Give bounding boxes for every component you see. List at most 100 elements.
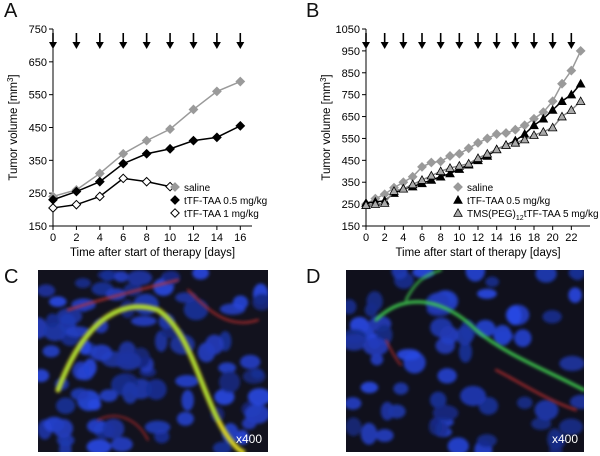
data-point (94, 191, 105, 202)
data-point (445, 151, 455, 161)
data-point (426, 157, 437, 168)
data-point (463, 158, 474, 168)
treatment-arrow (418, 33, 426, 49)
data-point (165, 143, 175, 154)
micrograph-d: x400 (346, 270, 584, 452)
data-point (94, 176, 105, 187)
data-point (510, 137, 521, 147)
x-tick-label: 18 (528, 232, 540, 244)
y-tick-label: 750 (342, 90, 360, 102)
treatment-arrow (49, 33, 57, 49)
y-tick-label: 250 (342, 199, 360, 211)
data-point (71, 199, 82, 210)
treatment-arrow (166, 33, 175, 49)
data-point (482, 148, 493, 158)
data-point (575, 78, 586, 88)
data-point (118, 148, 129, 159)
y-tick-label: 650 (342, 112, 360, 124)
data-point (141, 176, 152, 187)
legend-marker (170, 208, 180, 218)
x-axis-label: Time after start of therapy [days] (70, 247, 235, 259)
data-point (118, 173, 129, 184)
x-tick-label: 12 (187, 232, 199, 244)
data-point (417, 175, 427, 184)
data-point (389, 185, 399, 195)
data-point (463, 143, 474, 154)
treatment-arrow (399, 33, 408, 49)
x-tick-label: 4 (400, 232, 406, 244)
y-tick-label: 450 (342, 155, 360, 167)
y-tick-label: 1050 (336, 24, 360, 36)
legend-label: tTF-TAA 0.5 mg/kg (184, 196, 267, 207)
treatment-arrow (142, 33, 151, 49)
legend-label: tTF-TAA 0.5 mg/kg (467, 196, 550, 207)
y-tick-label: 250 (29, 188, 47, 200)
data-point (141, 148, 152, 159)
y-axis-label: Tumor volume [mm3] (6, 74, 20, 180)
data-point (501, 139, 511, 149)
data-point (188, 135, 199, 146)
x-axis-label: Time after start of therapy [days] (395, 247, 560, 259)
data-point (547, 122, 558, 132)
data-point (71, 186, 82, 197)
data-point (473, 137, 483, 148)
x-tick-label: 4 (97, 232, 103, 244)
x-tick-label: 12 (472, 232, 484, 244)
legend-marker (453, 194, 463, 204)
data-point (379, 197, 390, 207)
micrograph-d-magnification: x400 (551, 432, 578, 446)
data-point (557, 96, 567, 105)
data-point (370, 199, 381, 208)
data-point (566, 104, 577, 114)
micrograph-c: x400 (38, 270, 268, 452)
data-point (510, 124, 521, 135)
x-tick-label: 0 (50, 232, 56, 244)
y-tick-label: 350 (29, 155, 47, 167)
treatment-arrow (530, 33, 538, 49)
x-tick-label: 16 (509, 232, 521, 244)
y-tick-label: 150 (342, 221, 360, 233)
treatment-arrow (119, 33, 128, 49)
data-point (141, 135, 152, 146)
y-tick-label: 350 (342, 177, 360, 189)
series-line (365, 50, 582, 205)
treatment-arrow (380, 33, 389, 49)
x-tick-label: 2 (382, 232, 388, 244)
data-point (211, 86, 222, 97)
legend-marker (453, 207, 463, 217)
data-point (491, 129, 502, 139)
data-point (398, 183, 409, 193)
data-point (235, 76, 246, 87)
panel-label-b: B (306, 0, 320, 22)
data-point (165, 124, 175, 135)
x-tick-label: 0 (363, 232, 369, 244)
data-point (473, 153, 483, 162)
data-point (118, 158, 129, 169)
y-tick-label: 650 (29, 57, 47, 69)
x-tick-label: 10 (164, 232, 176, 244)
data-point (491, 144, 502, 154)
legend-label: saline (184, 183, 211, 194)
treatment-arrow (548, 33, 557, 49)
data-point (435, 171, 446, 181)
y-tick-label: 550 (29, 90, 47, 102)
treatment-arrow (511, 33, 520, 49)
treatment-arrow (72, 33, 81, 49)
data-point (529, 120, 539, 130)
data-point (426, 170, 437, 180)
treatment-arrow (236, 33, 245, 49)
data-point (188, 104, 199, 115)
data-point (48, 203, 58, 213)
micrograph-d-image (346, 270, 584, 452)
data-point (435, 156, 446, 167)
x-tick-label: 14 (211, 232, 223, 244)
data-point (538, 126, 549, 136)
data-point (361, 200, 371, 209)
x-tick-label: 8 (144, 232, 150, 244)
y-tick-label: 950 (342, 46, 360, 58)
treatment-arrow (95, 33, 104, 49)
treatment-arrow (492, 33, 501, 49)
data-point (575, 45, 586, 56)
data-point (435, 166, 446, 176)
data-point (547, 104, 558, 114)
